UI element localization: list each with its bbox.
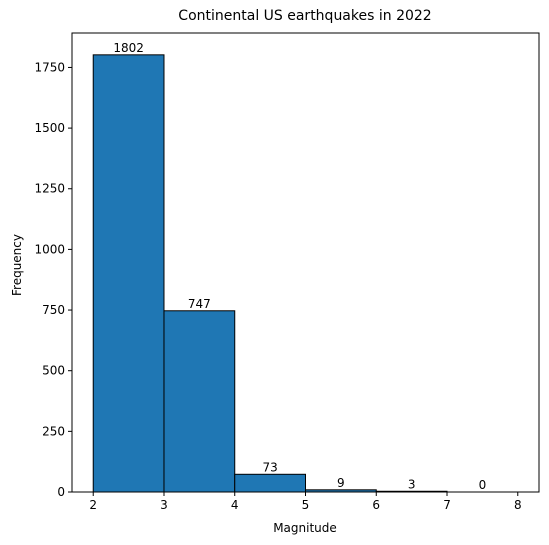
y-tick-label: 750 xyxy=(42,303,65,317)
bar-data-label: 9 xyxy=(337,476,345,490)
y-tick-label: 1500 xyxy=(34,121,65,135)
y-tick-label: 1250 xyxy=(34,182,65,196)
y-tick-label: 0 xyxy=(57,485,65,499)
bar-data-label: 747 xyxy=(188,297,211,311)
y-tick-label: 500 xyxy=(42,364,65,378)
y-axis: 0 250 500 750 1000 1250 1500 1750 xyxy=(34,60,72,499)
x-tick-label: 4 xyxy=(231,498,239,512)
histogram-bar xyxy=(163,310,236,493)
x-tick-label: 3 xyxy=(160,498,168,512)
plot-area: 1802 747 73 9 3 0 xyxy=(71,32,540,493)
x-tick-label: 8 xyxy=(514,498,522,512)
bar-data-label: 73 xyxy=(262,460,277,474)
x-tick-label: 7 xyxy=(443,498,451,512)
bar-data-label: 0 xyxy=(479,478,487,492)
bar-data-label: 3 xyxy=(408,477,416,491)
x-axis-label: Magnitude xyxy=(273,521,337,535)
y-tick-label: 1750 xyxy=(34,60,65,74)
chart-title: Continental US earthquakes in 2022 xyxy=(178,8,431,24)
x-axis: 2 3 4 5 6 7 8 xyxy=(89,492,522,512)
y-axis-label: Frequency xyxy=(10,234,24,296)
y-tick-label: 1000 xyxy=(34,242,65,256)
x-tick-label: 6 xyxy=(372,498,380,512)
histogram-bar xyxy=(92,54,165,493)
y-tick-label: 250 xyxy=(42,424,65,438)
histogram-bar xyxy=(234,473,307,493)
x-tick-label: 5 xyxy=(302,498,310,512)
bar-data-label: 1802 xyxy=(113,41,144,55)
x-tick-label: 2 xyxy=(89,498,97,512)
